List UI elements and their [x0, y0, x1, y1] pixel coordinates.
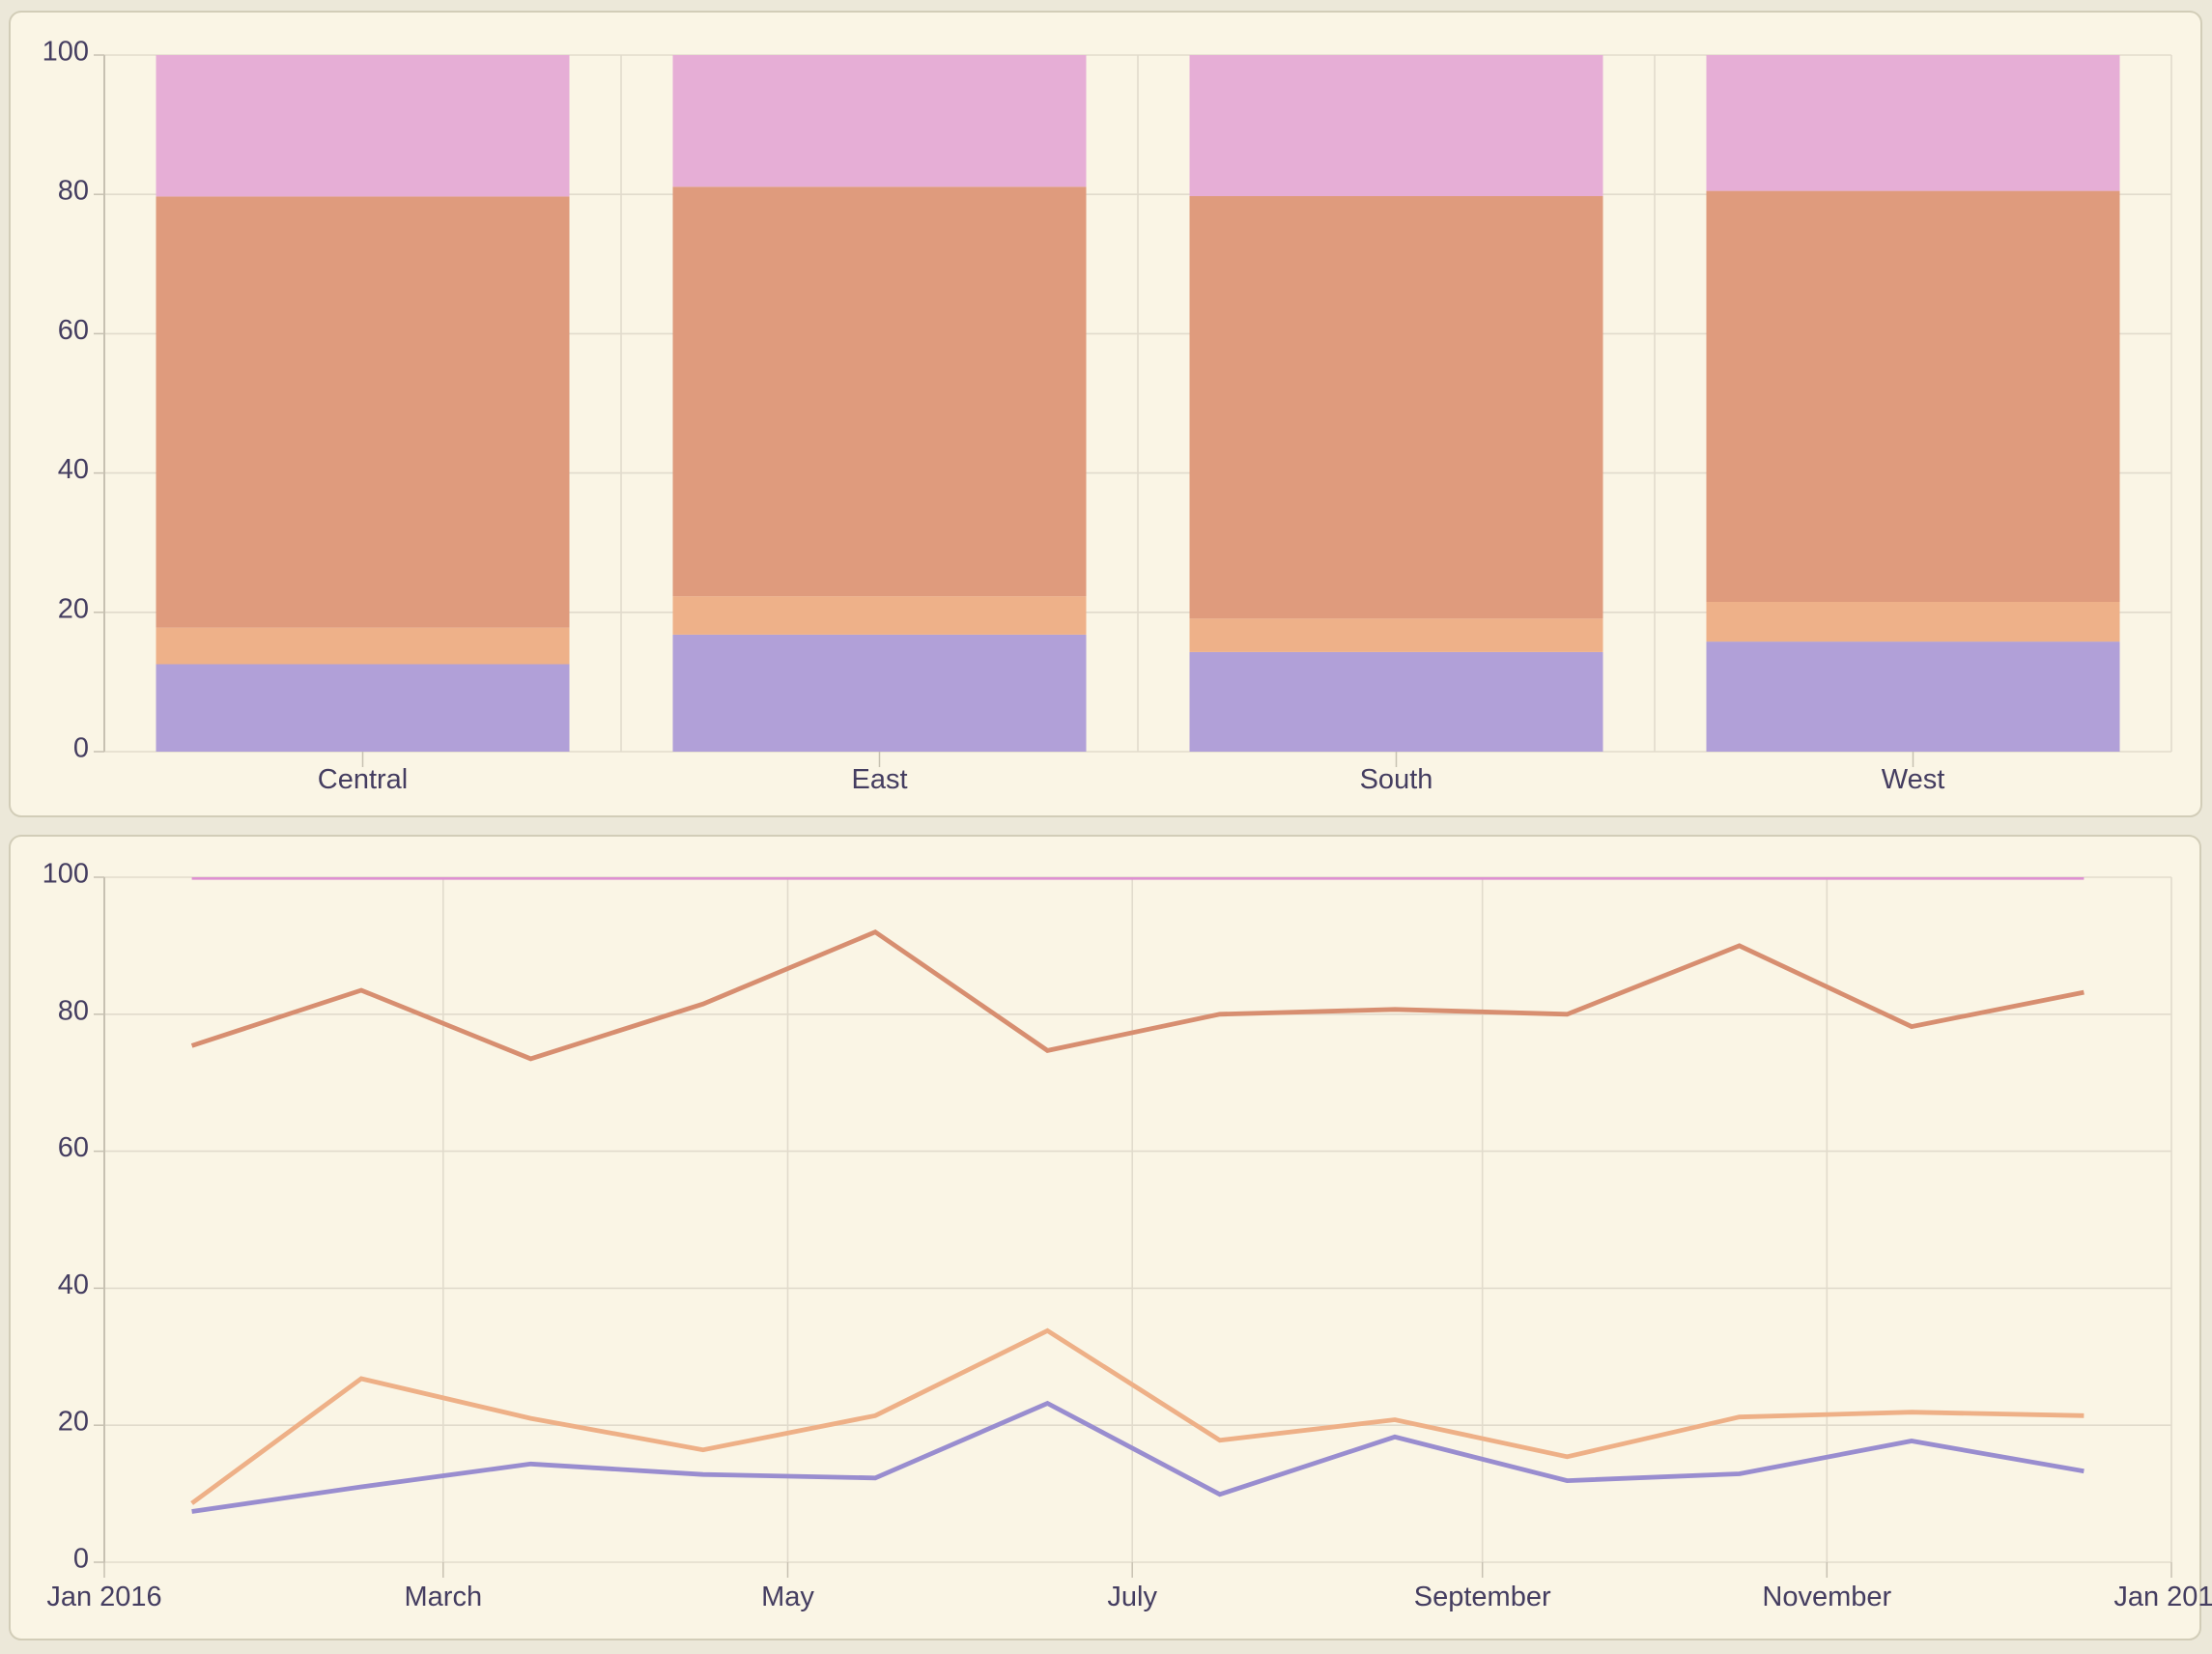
svg-text:East: East — [851, 764, 907, 795]
svg-text:May: May — [761, 1582, 814, 1612]
svg-text:60: 60 — [58, 1132, 89, 1163]
svg-text:60: 60 — [58, 315, 89, 346]
svg-text:20: 20 — [58, 593, 89, 624]
svg-text:40: 40 — [58, 1269, 89, 1300]
svg-text:Central: Central — [318, 764, 409, 795]
svg-text:South: South — [1360, 764, 1433, 795]
svg-text:20: 20 — [58, 1407, 89, 1438]
svg-text:West: West — [1882, 764, 1945, 795]
svg-text:November: November — [1762, 1582, 1891, 1612]
svg-text:0: 0 — [73, 1544, 89, 1575]
svg-text:Jan 2017: Jan 2017 — [2113, 1582, 2212, 1612]
svg-text:0: 0 — [73, 733, 89, 764]
svg-text:80: 80 — [58, 176, 89, 207]
svg-text:March: March — [405, 1582, 483, 1612]
svg-text:Jan 2016: Jan 2016 — [46, 1582, 161, 1612]
svg-text:September: September — [1414, 1582, 1551, 1612]
svg-text:100: 100 — [43, 37, 89, 68]
svg-text:40: 40 — [58, 454, 89, 485]
svg-text:100: 100 — [43, 859, 89, 890]
svg-text:July: July — [1107, 1582, 1157, 1612]
svg-text:80: 80 — [58, 995, 89, 1026]
